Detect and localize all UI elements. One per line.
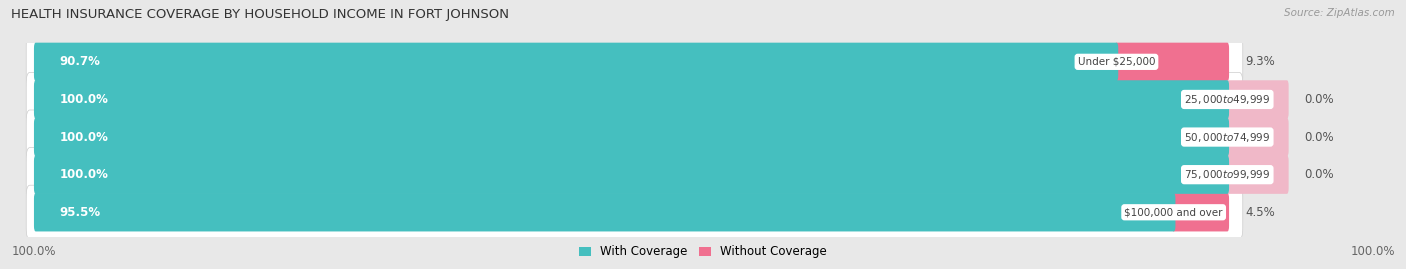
FancyBboxPatch shape: [1115, 43, 1229, 81]
Text: $50,000 to $74,999: $50,000 to $74,999: [1184, 130, 1271, 144]
FancyBboxPatch shape: [34, 43, 1118, 81]
Text: Source: ZipAtlas.com: Source: ZipAtlas.com: [1284, 8, 1395, 18]
Text: 100.0%: 100.0%: [59, 130, 108, 144]
Text: $25,000 to $49,999: $25,000 to $49,999: [1184, 93, 1271, 106]
Text: 100.0%: 100.0%: [59, 168, 108, 181]
FancyBboxPatch shape: [27, 185, 1243, 239]
Text: 0.0%: 0.0%: [1305, 130, 1334, 144]
Text: 9.3%: 9.3%: [1246, 55, 1275, 68]
Text: 95.5%: 95.5%: [59, 206, 101, 219]
FancyBboxPatch shape: [34, 193, 1175, 231]
Legend: With Coverage, Without Coverage: With Coverage, Without Coverage: [574, 241, 832, 263]
FancyBboxPatch shape: [27, 35, 1243, 89]
Text: Under $25,000: Under $25,000: [1078, 57, 1156, 67]
Text: 90.7%: 90.7%: [59, 55, 100, 68]
Text: 100.0%: 100.0%: [11, 245, 56, 258]
FancyBboxPatch shape: [27, 148, 1243, 202]
Text: $100,000 and over: $100,000 and over: [1125, 207, 1223, 217]
Text: 100.0%: 100.0%: [1350, 245, 1395, 258]
Text: 4.5%: 4.5%: [1246, 206, 1275, 219]
Text: 0.0%: 0.0%: [1305, 93, 1334, 106]
Text: $75,000 to $99,999: $75,000 to $99,999: [1184, 168, 1271, 181]
FancyBboxPatch shape: [34, 118, 1229, 156]
FancyBboxPatch shape: [27, 110, 1243, 164]
FancyBboxPatch shape: [1226, 80, 1289, 119]
FancyBboxPatch shape: [1226, 155, 1289, 194]
Text: 100.0%: 100.0%: [59, 93, 108, 106]
Text: HEALTH INSURANCE COVERAGE BY HOUSEHOLD INCOME IN FORT JOHNSON: HEALTH INSURANCE COVERAGE BY HOUSEHOLD I…: [11, 8, 509, 21]
FancyBboxPatch shape: [27, 72, 1243, 126]
FancyBboxPatch shape: [34, 155, 1229, 194]
FancyBboxPatch shape: [1171, 193, 1229, 231]
FancyBboxPatch shape: [34, 80, 1229, 119]
Text: 0.0%: 0.0%: [1305, 168, 1334, 181]
FancyBboxPatch shape: [1226, 118, 1289, 156]
